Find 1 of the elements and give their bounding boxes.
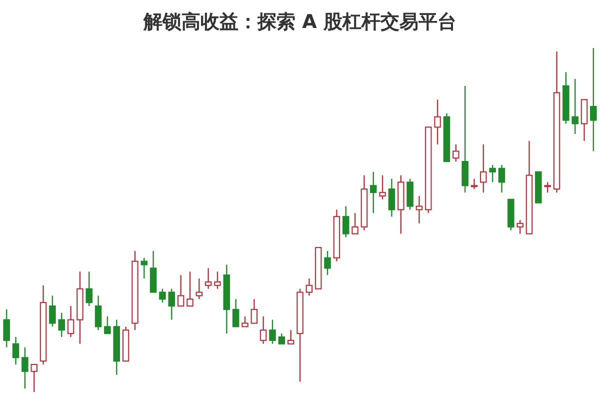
- title: 解锁高收益：探索 A 股杠杆交易平台: [144, 11, 456, 33]
